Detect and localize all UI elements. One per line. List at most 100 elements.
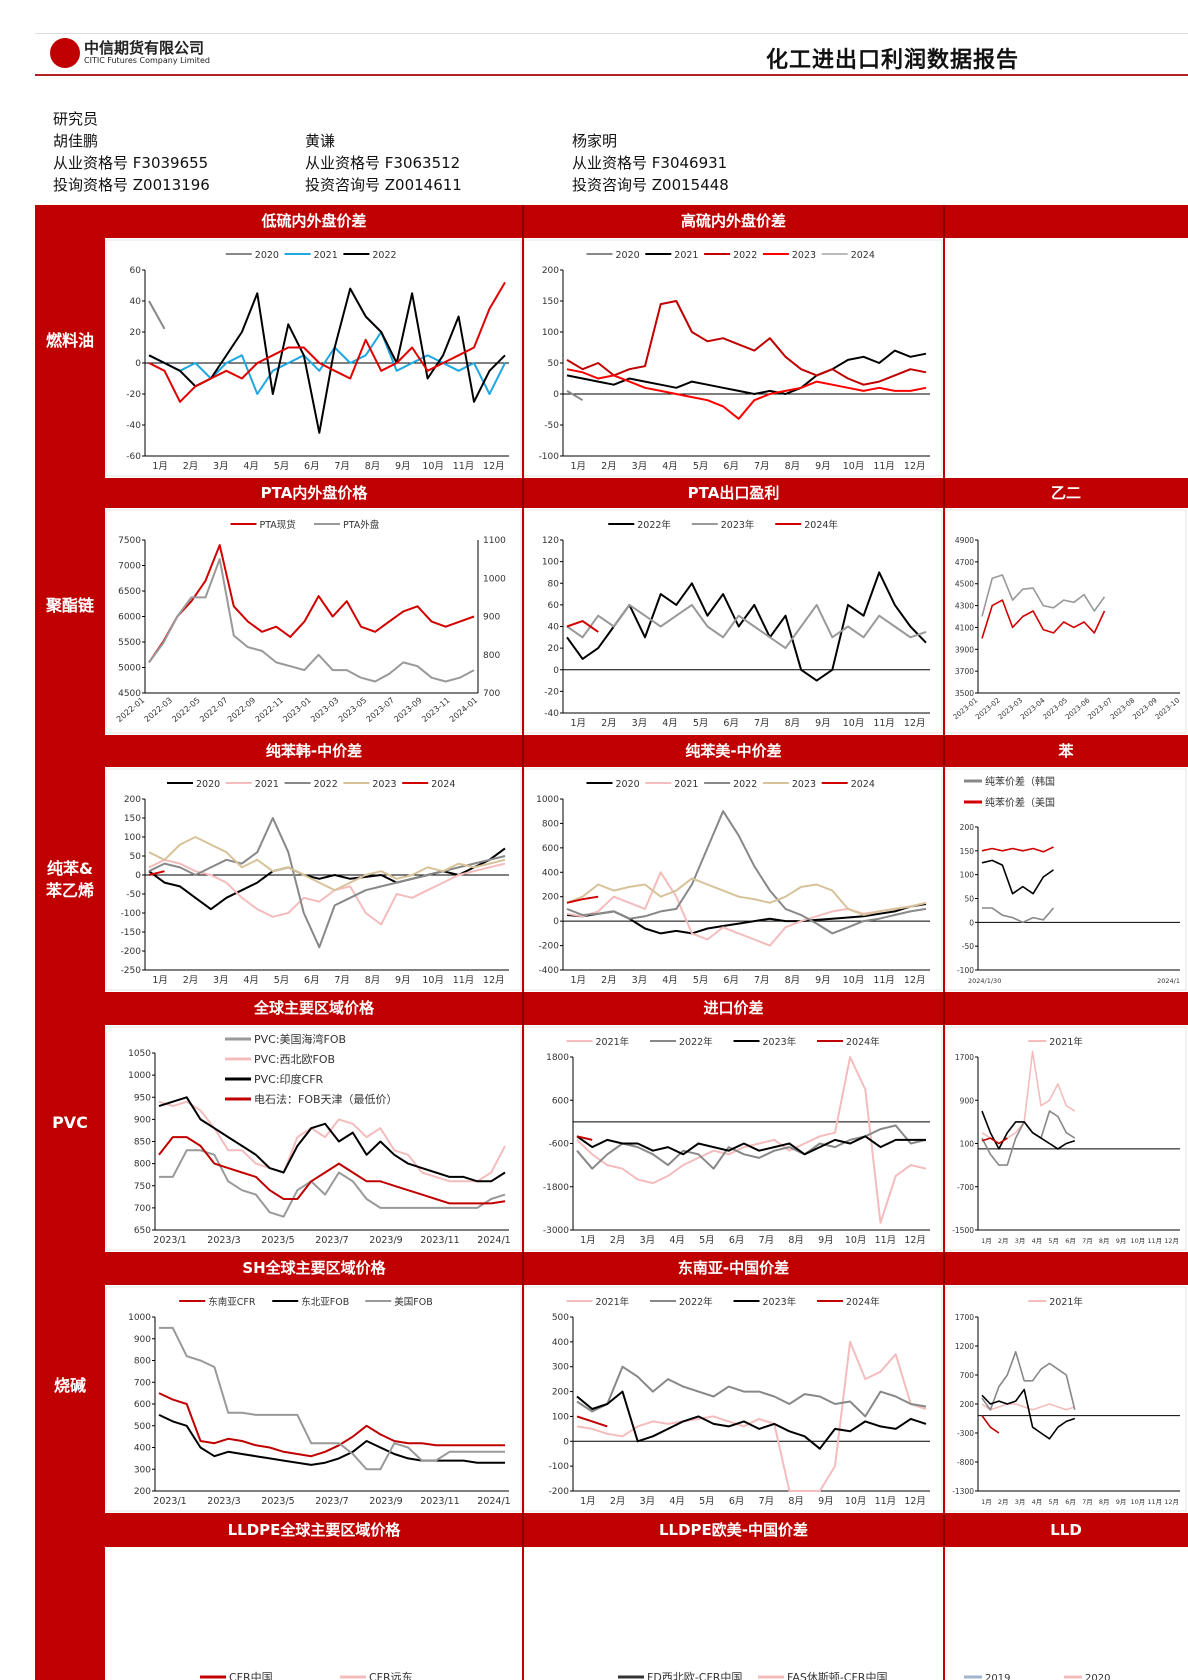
- legend-item: 纯苯价差（美国: [964, 796, 1055, 809]
- chart-frame: [523, 239, 943, 477]
- y-tick-label: -1300: [952, 1487, 974, 1496]
- x-tick-label: 3月: [213, 461, 229, 472]
- chart-title: [944, 992, 1188, 1025]
- y-tick-label: 5000: [118, 664, 141, 674]
- chart-cell: 2020 2021 2022 2023 2024 200 150 100 50 0 -50 -100 -…: [105, 767, 523, 992]
- series-line-0: [576, 1056, 927, 1224]
- cell-divider: [943, 767, 945, 992]
- y-tick-label: 500: [552, 1313, 569, 1323]
- chart-svg: 2021年 1700 900 100 -700 -1500 1月 2月 3月 4月 5月 6月 7月 8月…: [944, 1026, 1187, 1251]
- x-tick-label: 2022-09: [226, 696, 257, 724]
- y-tick-label: 6500: [118, 587, 141, 597]
- legend-label: 2022: [733, 779, 757, 790]
- x-tick-label: 3月: [213, 975, 229, 986]
- x-tick-label: 8月: [785, 975, 801, 986]
- legend-label: 2023: [792, 779, 816, 790]
- chart-title: 纯苯美-中价差: [685, 742, 782, 760]
- series-line-2: [981, 1110, 1076, 1150]
- legend-label: CFR远东: [369, 1671, 413, 1680]
- y-tick-label: 100: [542, 328, 559, 338]
- x-tick-label: 12月: [904, 1496, 926, 1507]
- y2-tick-label: 800: [483, 651, 500, 661]
- legend-label: 2022: [733, 250, 757, 261]
- y-tick-label: 80: [548, 579, 560, 589]
- researcher-advisory-license: 投询资格号 Z0013196: [53, 176, 210, 194]
- chart-svg: 2020 2021 2022 60 40 20 0 -20 -40 -60 1月 2月 3月 4月 5月 6月…: [105, 239, 522, 477]
- y-tick-label: 3900: [955, 645, 974, 654]
- section-label-column: [35, 205, 105, 1680]
- company-logo: 中信期货有限公司 CITIC Futures Company Limited: [50, 38, 210, 68]
- chart-svg: 2021年 2022年 2023年 2024年 1800 600 -600 -1800 -300…: [523, 1026, 943, 1251]
- x-tick-label: 10月: [422, 975, 444, 986]
- x-tick-label: 3月: [1015, 1237, 1026, 1245]
- y-tick-label: 750: [134, 1182, 151, 1192]
- x-tick-label: 4月: [669, 1496, 685, 1507]
- y-tick-label: 900: [960, 1096, 975, 1105]
- company-name-cn: 中信期货有限公司: [84, 39, 205, 57]
- series-line-0: [981, 574, 1106, 617]
- y-tick-label: -150: [121, 928, 142, 938]
- legend-item: 2022: [704, 250, 757, 261]
- title-divider: [522, 992, 524, 1025]
- x-tick-label: 2023/1: [153, 1235, 186, 1246]
- chart-cell: 2020 2021 2022 2023 2024 200 150 100 50 0 -50 -100 1…: [523, 238, 944, 478]
- x-tick-label: 2024-01: [448, 696, 479, 724]
- researcher-1: 研究员 胡佳鹏 从业资格号 F3039655 投询资格号 Z0013196: [53, 108, 210, 196]
- chart-title: LLD: [1050, 1521, 1082, 1539]
- y-tick-label: -60: [126, 452, 141, 462]
- x-tick-label: 7月: [754, 975, 770, 986]
- y-tick-label: 20: [130, 328, 142, 338]
- legend-item: 2020: [1064, 1673, 1110, 1680]
- legend-item: 东南亚CFR: [179, 1296, 256, 1308]
- y-tick-label: 200: [960, 1400, 975, 1409]
- y2-tick-label: 700: [483, 689, 500, 699]
- series-line-3: [981, 1415, 1000, 1434]
- y-tick-label: -1800: [543, 1183, 569, 1193]
- x-tick-label: 8月: [788, 1235, 804, 1246]
- x-tick-label: 10月: [1131, 1498, 1146, 1506]
- chart-cell: FD西北欧-CFR中国 FAS休斯顿-CFR中国: [523, 1547, 944, 1680]
- legend-item: 2021: [645, 779, 698, 790]
- researcher-name: 胡佳鹏: [53, 132, 99, 150]
- legend-item: PTA外盘: [314, 519, 380, 531]
- y2-tick-label: 1000: [483, 574, 506, 584]
- legend-label: 2024: [851, 250, 875, 261]
- legend-label: 2020: [255, 250, 279, 261]
- series-line-2: [159, 1326, 505, 1471]
- x-tick-label: 9月: [1116, 1237, 1127, 1245]
- legend-label: 2020: [616, 250, 640, 261]
- y-tick-label: 200: [134, 1487, 151, 1497]
- x-tick-label: 10月: [843, 461, 865, 472]
- x-tick-label: 10月: [843, 718, 865, 729]
- legend-label: 美国FOB: [394, 1296, 432, 1308]
- legend-item: 2021: [645, 250, 698, 261]
- legend-item: 东北亚FOB: [272, 1296, 349, 1308]
- y-tick-label: 700: [960, 1371, 975, 1380]
- x-tick-label: 1月: [571, 718, 587, 729]
- section-title-bar: [105, 1513, 1188, 1547]
- researcher-license: 从业资格号 F3046931: [572, 154, 728, 172]
- y-tick-label: 700: [134, 1204, 151, 1214]
- x-tick-label: 8月: [365, 975, 381, 986]
- x-tick-label: 5月: [274, 975, 290, 986]
- y-tick-label: 4500: [118, 689, 141, 699]
- chart-title: LLDPE全球主要区域价格: [227, 1521, 401, 1539]
- legend-item: 2020: [586, 779, 640, 790]
- y-tick-label: 300: [552, 1363, 569, 1373]
- series-line-0: [566, 390, 584, 402]
- chart-svg: PVC:美国海湾FOB PVC:西北欧FOB PVC:印度CFR 电石法：FOB天津（…: [105, 1026, 522, 1251]
- legend-label: 2021年: [1049, 1296, 1083, 1308]
- x-tick-label: 11月: [453, 461, 475, 472]
- x-tick-label: 12月: [904, 1235, 926, 1246]
- x-tick-label: 2月: [998, 1237, 1009, 1245]
- x-tick-label: 5月: [699, 1235, 715, 1246]
- x-tick-label: 2月: [610, 1235, 626, 1246]
- x-tick-label: 1月: [571, 975, 587, 986]
- chart-cell: 2021年 2022年 2023年 2024年 1800 600 -600 -1800 -300…: [523, 1025, 944, 1252]
- x-tick-label: 9月: [815, 461, 831, 472]
- legend-label: PVC:西北欧FOB: [254, 1053, 335, 1066]
- y-tick-label: 200: [542, 893, 559, 903]
- x-tick-label: 11月: [875, 1235, 897, 1246]
- x-tick-label: 2023-11: [420, 696, 451, 724]
- x-tick-label: 11月: [453, 975, 475, 986]
